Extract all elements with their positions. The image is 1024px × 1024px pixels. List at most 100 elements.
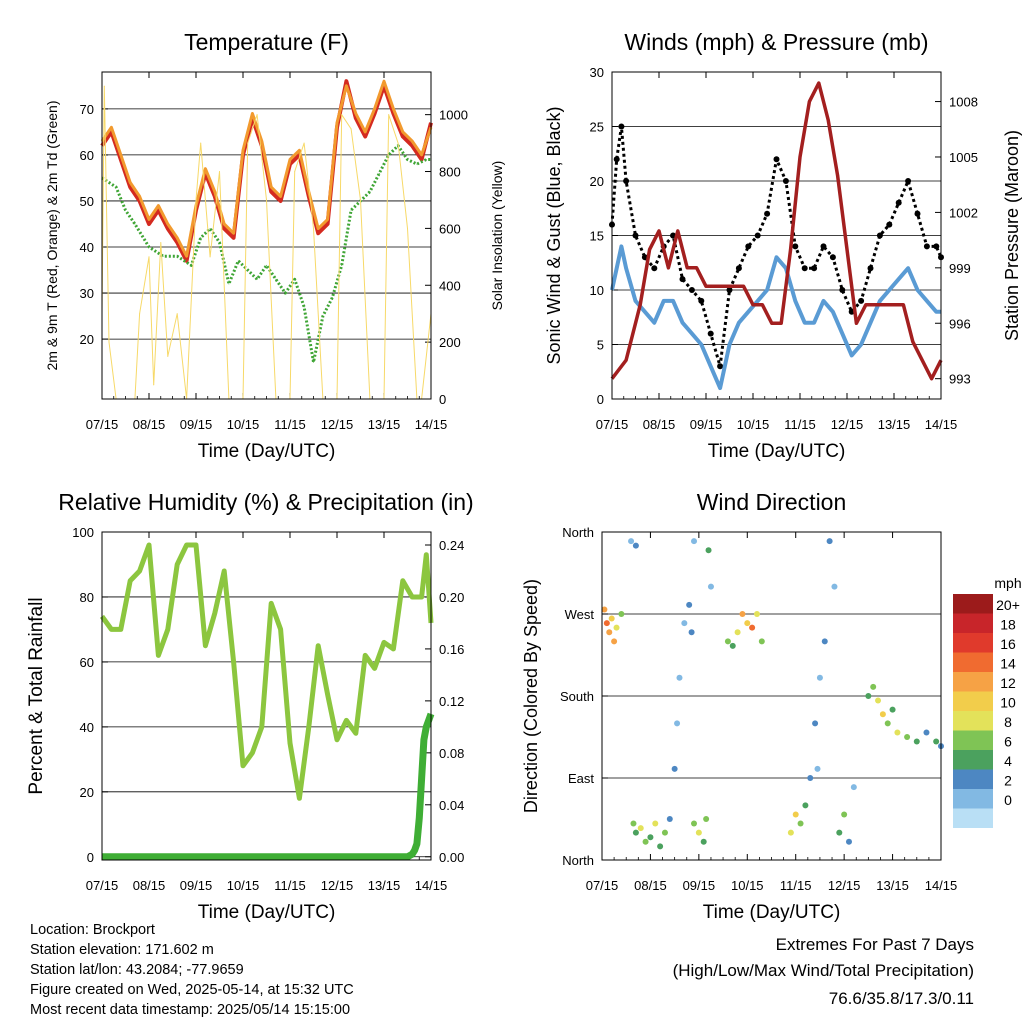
- plot-frame: [101, 71, 432, 400]
- data-point: [858, 297, 865, 304]
- data-point: [176, 237, 178, 239]
- data-point: [764, 210, 771, 217]
- direction-point: [647, 834, 654, 841]
- x-tick-label: 11/15: [784, 417, 816, 432]
- y-tick-label-right: 0.24: [439, 538, 464, 553]
- x-tick-label: 09/15: [180, 417, 213, 432]
- y-tick-label: 20: [590, 174, 604, 189]
- data-point: [364, 654, 366, 656]
- data-point: [907, 267, 909, 269]
- data-point: [327, 693, 329, 695]
- data-point: [214, 612, 216, 614]
- data-point: [921, 359, 923, 361]
- x-tick-label: 09/15: [690, 417, 723, 432]
- data-point: [827, 119, 829, 121]
- y-axis-label: 2m & 9m T (Red, Orange) & 2m Td (Green): [44, 101, 60, 371]
- x-axis-label: Time (Day/UTC): [708, 441, 846, 462]
- data-point: [247, 269, 249, 271]
- data-point: [421, 159, 423, 161]
- data-point: [261, 726, 263, 728]
- y-tick-label: North: [562, 853, 594, 868]
- x-tick-label: 11/15: [780, 878, 812, 893]
- direction-point: [652, 820, 659, 827]
- data-point: [644, 311, 646, 313]
- y-tick-label-right: 1002: [949, 205, 978, 220]
- direction-point: [831, 583, 838, 590]
- data-point: [148, 544, 150, 546]
- x-tick-label: 12/15: [831, 417, 864, 432]
- direction-point: [826, 538, 833, 545]
- legend-label: 18: [1000, 617, 1016, 633]
- direction-point: [671, 765, 678, 772]
- x-tick-label: 14/15: [415, 878, 448, 893]
- data-point: [411, 140, 413, 142]
- data-point: [233, 232, 235, 234]
- y-tick-label: 25: [590, 120, 604, 135]
- data-point: [148, 856, 150, 858]
- series-line-total-precipitation: [102, 712, 435, 861]
- panel-0: [100, 71, 433, 400]
- data-point: [388, 114, 390, 116]
- y-tick-label-right: 600: [439, 221, 461, 236]
- station-location: Location: Brockport: [30, 922, 155, 938]
- data-point: [266, 199, 267, 201]
- data-point: [792, 243, 799, 250]
- direction-point: [923, 729, 930, 736]
- data-point: [414, 849, 416, 851]
- data-point: [355, 732, 357, 734]
- data-point: [886, 221, 893, 228]
- direction-point: [845, 838, 852, 845]
- data-point: [204, 168, 206, 170]
- data-point: [364, 131, 366, 133]
- data-point: [651, 265, 658, 272]
- direction-point: [865, 693, 872, 699]
- data-point: [176, 563, 178, 565]
- y-tick-label-right: 0.20: [439, 590, 464, 605]
- data-point: [776, 256, 777, 258]
- data-point: [766, 289, 768, 291]
- direction-point: [703, 816, 710, 822]
- direction-point: [637, 825, 644, 832]
- extremes-values: 76.6/35.8/17.3/0.11: [828, 989, 974, 1008]
- data-point: [820, 243, 827, 250]
- x-tick-label: 14/15: [925, 417, 958, 432]
- data-point: [926, 300, 928, 302]
- data-point: [176, 241, 178, 243]
- data-point: [867, 265, 874, 272]
- y-tick-label-right: 0.16: [439, 642, 464, 657]
- direction-point: [812, 720, 819, 727]
- data-point: [345, 85, 347, 87]
- data-point: [808, 101, 810, 103]
- data-point: [294, 171, 296, 173]
- data-point: [407, 856, 408, 858]
- direction-point: [821, 638, 828, 645]
- legend-swatch: [953, 789, 993, 809]
- y-tick-label-right: 0.04: [439, 798, 464, 813]
- data-point: [707, 330, 714, 337]
- data-point: [613, 156, 620, 163]
- data-point: [801, 265, 808, 272]
- direction-point: [913, 738, 920, 745]
- data-point: [322, 315, 324, 317]
- data-point: [724, 285, 726, 287]
- y-tick-label: 40: [80, 240, 94, 255]
- direction-point: [603, 620, 610, 627]
- direction-point: [816, 674, 823, 681]
- x-tick-label: 12/15: [828, 878, 861, 893]
- direction-point: [749, 624, 756, 631]
- direction-point: [933, 738, 940, 745]
- data-point: [103, 85, 105, 87]
- data-point: [157, 654, 159, 656]
- y-tick-label: 10: [590, 283, 604, 298]
- direction-point: [611, 638, 618, 645]
- data-point: [160, 242, 162, 244]
- direction-point: [870, 683, 877, 690]
- y-axis-label-right: Station Pressure (Maroon): [1002, 130, 1022, 341]
- direction-point: [705, 547, 712, 554]
- legend-label: 12: [1000, 675, 1016, 691]
- data-point: [336, 739, 338, 741]
- data-point: [923, 243, 930, 250]
- x-tick-label: 08/15: [133, 878, 166, 893]
- data-point: [298, 797, 300, 799]
- direction-point: [606, 629, 613, 636]
